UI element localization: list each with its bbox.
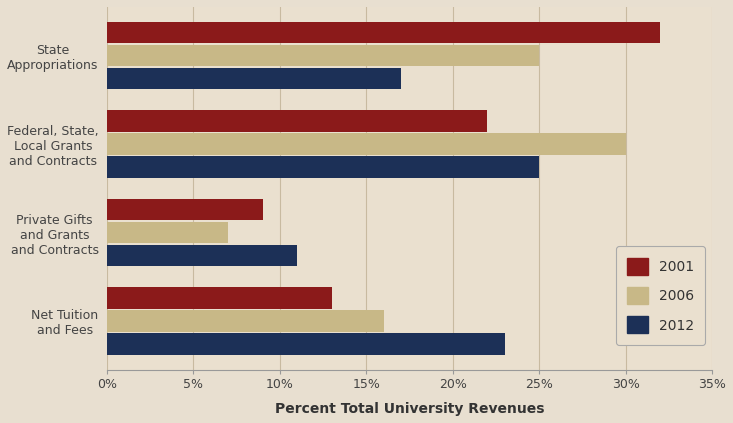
Bar [107,110,487,132]
Bar [107,222,228,243]
Bar [107,245,297,266]
X-axis label: Percent Total University Revenues: Percent Total University Revenues [275,402,545,416]
Bar [107,333,504,354]
Bar [107,133,626,155]
Bar [107,287,332,308]
Bar [107,22,660,43]
Bar [107,310,383,332]
Bar [107,45,539,66]
Bar [107,68,401,89]
Legend: 2001, 2006, 2012: 2001, 2006, 2012 [616,247,705,344]
Bar [107,157,539,178]
Bar [107,199,262,220]
